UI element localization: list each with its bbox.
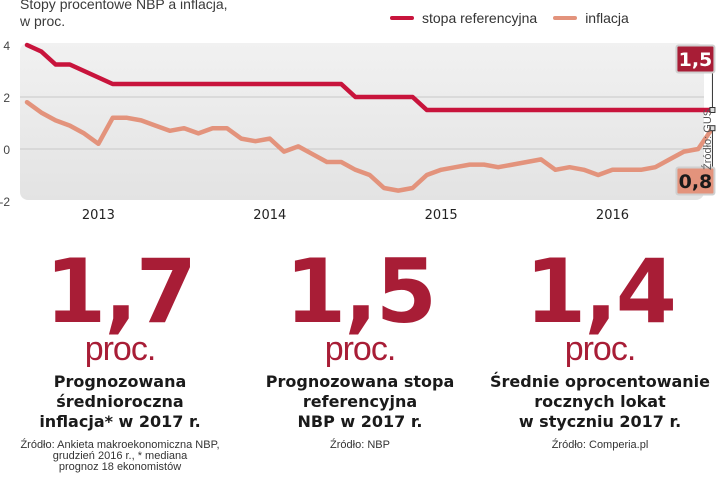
stat-desc-line: inflacja* w 2017 r. xyxy=(39,412,201,431)
stat-source-line: Źródło: Ankieta makroekonomiczna NBP, xyxy=(20,439,220,451)
line-chart: 4 2 0 -2 2013 2014 2015 2016 1,5 0,8 xyxy=(0,39,716,223)
legend-label-inflation: inflacja xyxy=(585,10,629,26)
stat-desc-line: rocznych lokat xyxy=(534,392,666,411)
y-tick-label: 2 xyxy=(3,91,10,105)
legend-item-reference: stopa referencyjna xyxy=(390,10,537,26)
inflation-line xyxy=(24,99,715,193)
chart-legend: stopa referencyjna inflacja xyxy=(390,10,645,26)
stat-desc-line: w styczniu 2017 r. xyxy=(518,412,682,431)
y-tick-label: 4 xyxy=(3,39,10,53)
y-tick-label: -2 xyxy=(0,195,10,209)
stat-value: 1,4 xyxy=(525,240,677,343)
stat-source-line: grudzień 2016 r., * mediana xyxy=(52,450,188,462)
stat-source: Źródło: NBP xyxy=(240,440,480,451)
stat-value: 1,7 xyxy=(45,240,197,343)
reference-rate-line xyxy=(24,42,715,113)
stat-desc-line: średnioroczna xyxy=(56,392,184,411)
inflation-end-label-box xyxy=(675,166,716,196)
stat-source-line: Źródło: Comperia.pl xyxy=(551,439,649,451)
stat-source-line: Źródło: NBP xyxy=(330,439,390,451)
stat-inflation-forecast: 1,7 proc. Prognozowana średnioroczna inf… xyxy=(0,240,240,473)
chart-title-line-2: w proc. xyxy=(20,13,66,29)
chart-title: Stopy procentowe NBP a inflacja, w proc. xyxy=(20,0,228,30)
chart-title-line-1: Stopy procentowe NBP a inflacja, xyxy=(20,0,228,12)
x-tick-label: 2014 xyxy=(253,208,286,223)
stat-desc-line: referencyjna xyxy=(302,392,418,411)
stat-unit: proc. xyxy=(564,330,637,368)
stat-desc-line: Prognozowana xyxy=(53,372,187,391)
legend-item-inflation: inflacja xyxy=(553,10,629,26)
stat-source: Źródło: Comperia.pl xyxy=(480,440,720,451)
reference-end-label: 1,5 xyxy=(679,49,713,71)
stat-desc-line: Średnie oprocentowanie xyxy=(489,372,710,391)
stat-description: Średnie oprocentowanie rocznych lokat w … xyxy=(480,372,720,432)
stat-reference-rate-forecast: 1,5 proc. Prognozowana stopa referencyjn… xyxy=(240,240,480,451)
reference-end-label-box xyxy=(675,44,716,74)
inflation-end-label: 0,8 xyxy=(679,171,713,193)
plot-area xyxy=(20,43,704,200)
stat-desc-line: NBP w 2017 r. xyxy=(297,412,423,431)
end-point-marker xyxy=(709,125,716,132)
legend-swatch-reference xyxy=(390,16,414,20)
stat-description: Prognozowana stopa referencyjna NBP w 20… xyxy=(240,372,480,432)
stat-deposit-rate: 1,4 proc. Średnie oprocentowanie rocznyc… xyxy=(480,240,720,451)
y-tick-label: 0 xyxy=(3,143,10,157)
legend-swatch-inflation xyxy=(553,16,578,20)
stat-description: Prognozowana średnioroczna inflacja* w 2… xyxy=(0,372,240,432)
stat-unit: proc. xyxy=(324,330,397,368)
chart-source: Źródło: GUS xyxy=(702,108,714,170)
stat-value: 1,5 xyxy=(285,240,437,343)
end-point-marker xyxy=(709,107,716,113)
x-tick-label: 2016 xyxy=(596,208,629,223)
stat-unit: proc. xyxy=(84,330,157,368)
stat-source: Źródło: Ankieta makroekonomiczna NBP, gr… xyxy=(0,440,240,473)
stat-source-line: prognoz 18 ekonomistów xyxy=(58,461,182,473)
legend-label-reference: stopa referencyjna xyxy=(422,10,538,26)
stat-desc-line: Prognozowana stopa xyxy=(265,372,455,391)
x-tick-label: 2015 xyxy=(425,208,458,223)
x-tick-label: 2013 xyxy=(82,208,115,223)
